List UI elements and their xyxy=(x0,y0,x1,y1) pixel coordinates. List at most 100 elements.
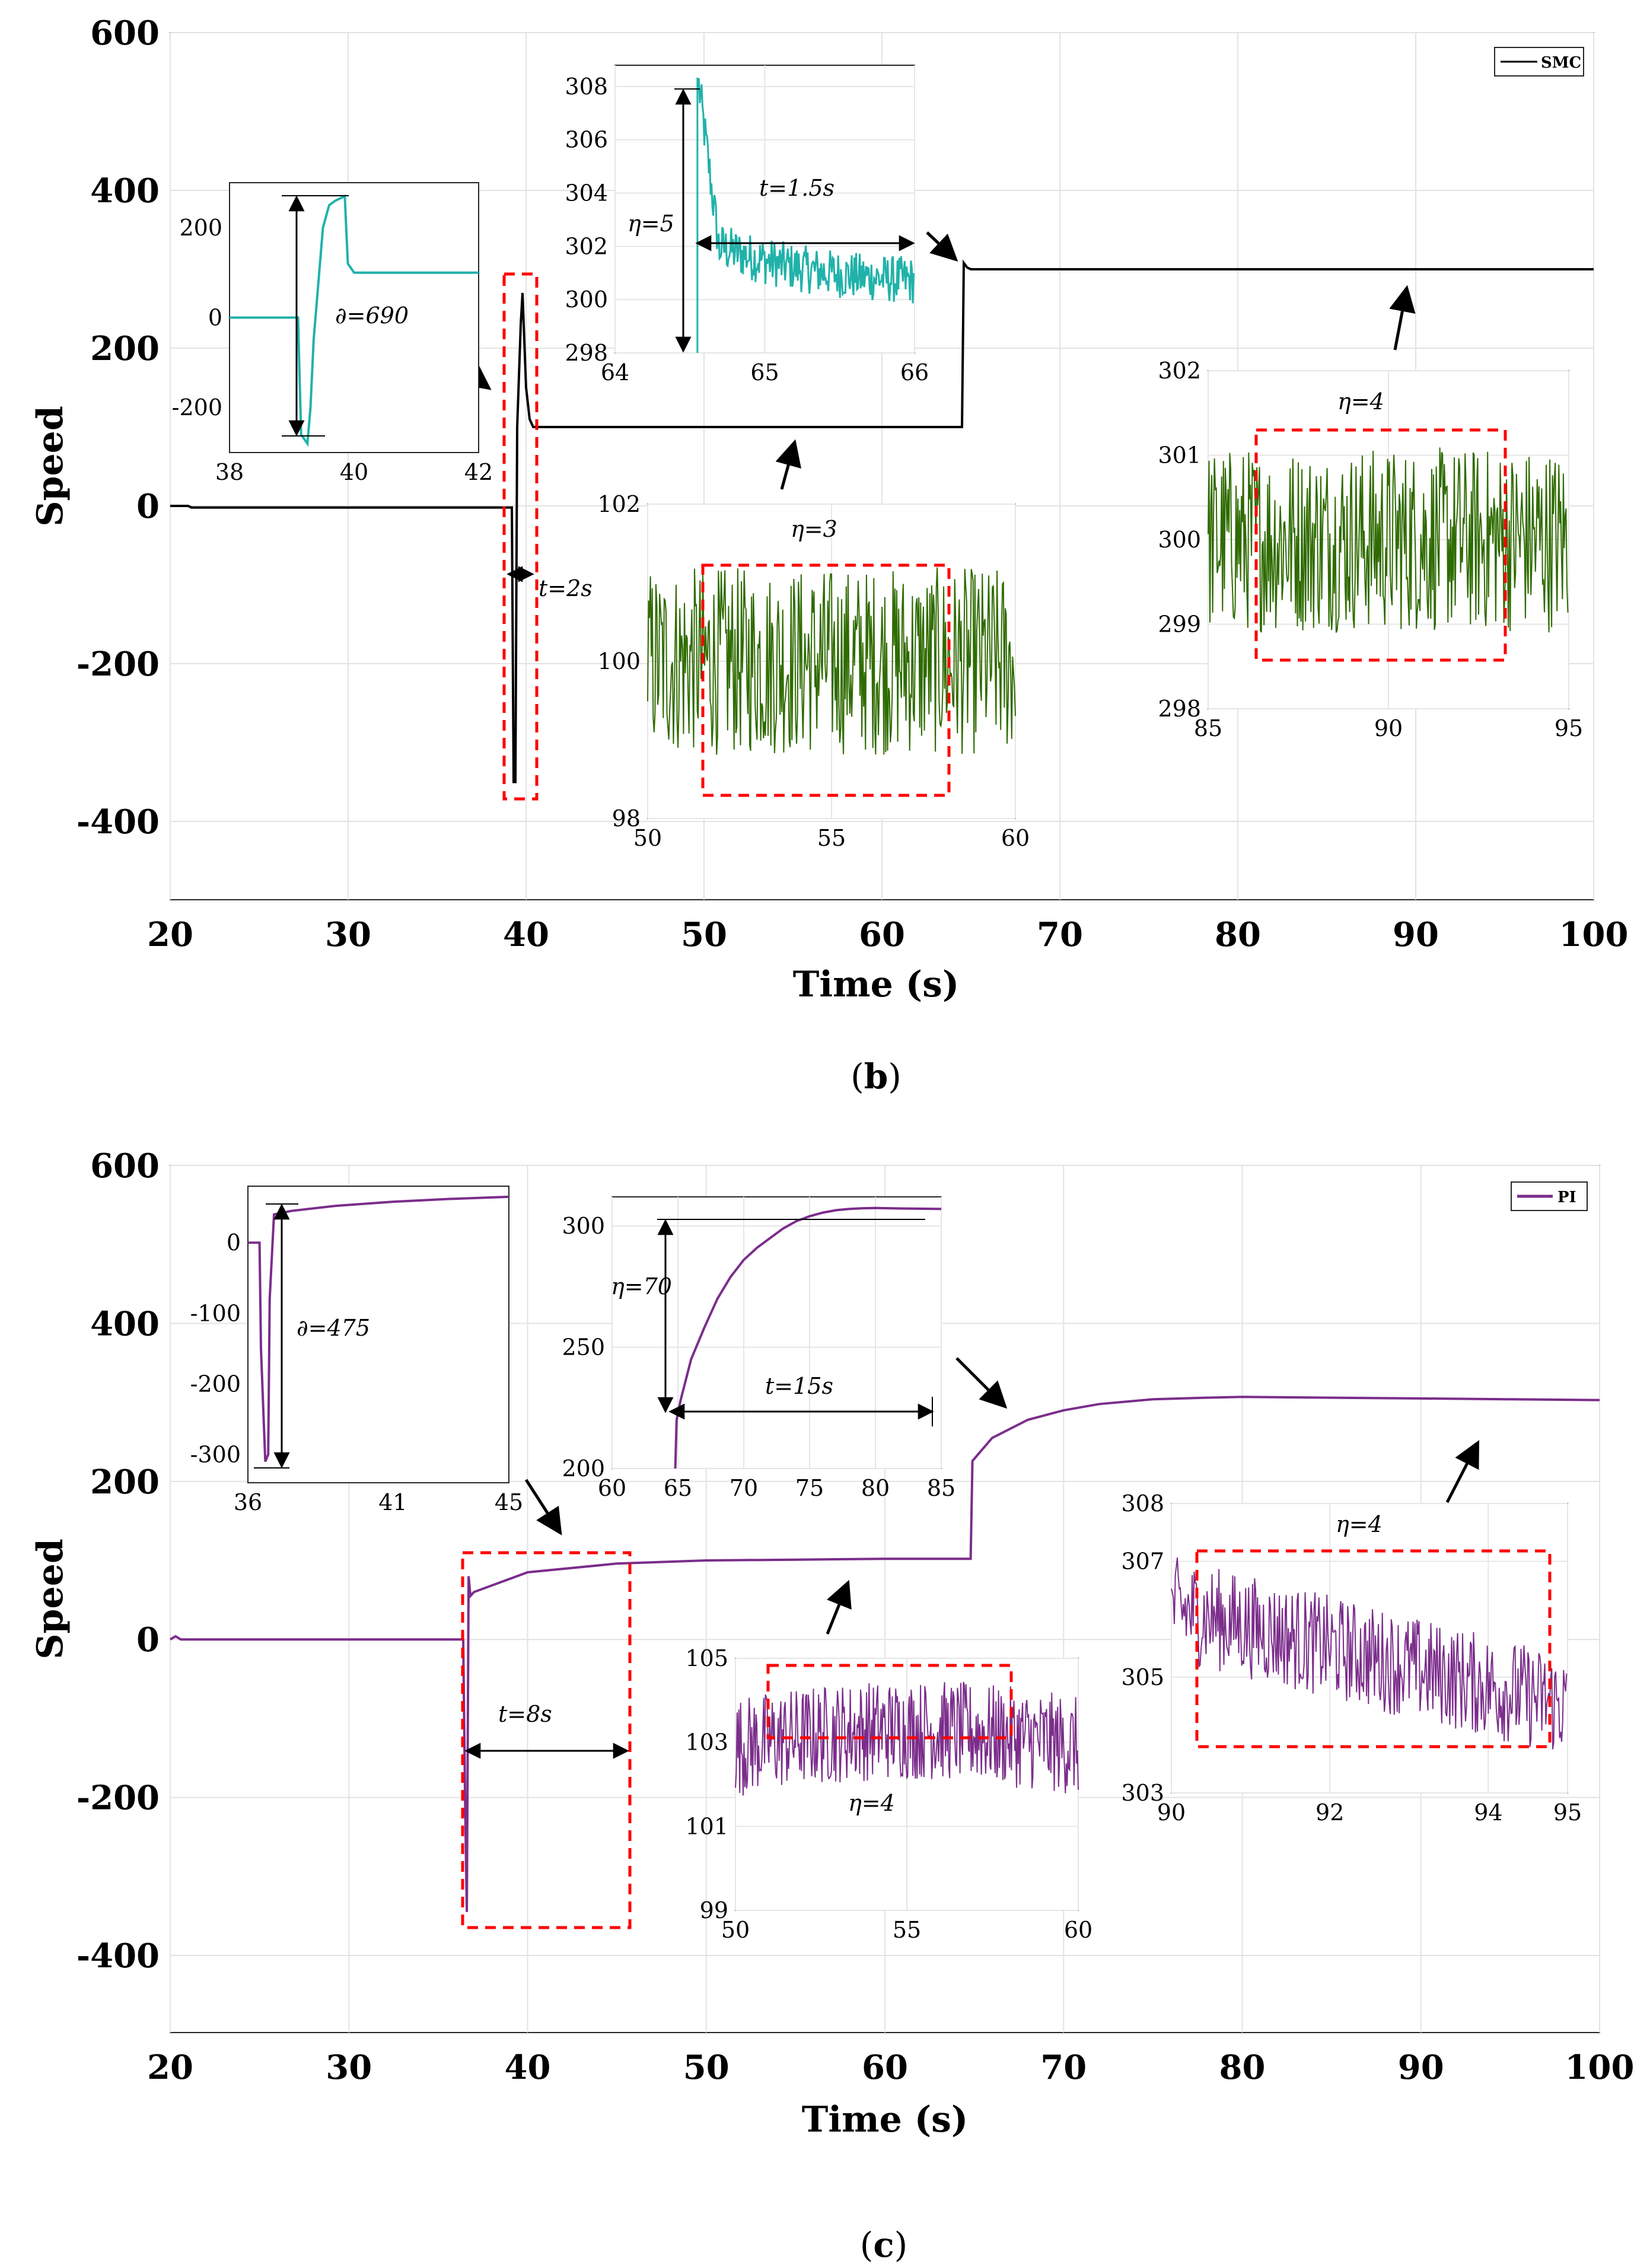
panel-c-x-tick-label: 20 xyxy=(147,2048,193,2087)
panel-b-x-axis-label: Time (s) xyxy=(793,964,960,1005)
panel-c-pi-series-line xyxy=(169,1396,1600,1912)
panel-b-x-tick-label: 80 xyxy=(1215,915,1261,954)
panel-c-x-tick-label: 90 xyxy=(1398,2048,1444,2087)
panel-c-y-axis-label: Speed xyxy=(30,1538,71,1659)
c-in4-x-tick-label: 90 xyxy=(1157,1799,1186,1826)
c-in2-x-tick-label: 70 xyxy=(730,1475,758,1501)
panel-c-inset-startup-frame xyxy=(247,1186,509,1483)
panel-c-inset-ripple-300-ticks: 90 92 94 95 303 305 307 308 xyxy=(1121,1490,1582,1826)
b-in3-y-tick-label: 98 xyxy=(612,805,641,832)
panel-c-inset-step-ticks: 60 65 70 75 80 85 200 250 300 xyxy=(562,1213,955,1501)
b-in2-y-tick-label: 304 xyxy=(565,180,608,206)
b-in2-y-tick-label: 306 xyxy=(565,127,608,153)
panel-c-inset-step: 60 65 70 75 80 85 200 250 300 η=70 t=15s xyxy=(562,1196,955,1501)
panel-b-inset-ripple-300-grid xyxy=(1208,370,1569,709)
panel-c-startup-highlight-box xyxy=(461,1551,632,1929)
panel-c-x-axis-label: Time (s) xyxy=(802,2099,969,2140)
b-in4-y-tick-label: 302 xyxy=(1158,358,1201,384)
c-in1-x-tick-label: 45 xyxy=(495,1489,523,1515)
panel-c-legend-label: PI xyxy=(1557,1189,1576,1206)
panel-c-inset-ripple-100-annotation: η=4 xyxy=(848,1790,895,1816)
b-in4-y-tick-label: 299 xyxy=(1158,611,1201,638)
b-in4-x-tick-label: 90 xyxy=(1374,715,1403,741)
b-in3-x-tick-label: 60 xyxy=(1001,825,1030,851)
panel-b-x-tick-label: 30 xyxy=(325,915,371,954)
panel-b-inset-ripple-300-annotation: η=4 xyxy=(1337,388,1384,415)
panel-b-inset-ripple-300-highlight-box xyxy=(1254,428,1507,662)
panel-c-x-tick-label: 60 xyxy=(862,2048,908,2087)
panel-b-inset-startup: 38 40 42 200 0 -200 ∂=690 xyxy=(172,182,493,485)
panel-c-inset-ripple-300-highlight-box xyxy=(1195,1549,1552,1748)
b-in3-x-tick-label: 50 xyxy=(633,825,662,851)
c-in2-y-tick-label: 200 xyxy=(562,1455,605,1482)
panel-c-inset-step-time-annotation: t=15s xyxy=(765,1373,833,1399)
panel-c-inset-ripple-300-grid xyxy=(1171,1503,1568,1794)
panel-b-y-axis-label: Speed xyxy=(30,406,71,527)
c-in3-y-tick-label: 103 xyxy=(685,1729,728,1756)
b-in2-y-tick-label: 300 xyxy=(565,286,608,313)
panel-c-inset-ripple-100-ticks: 50 55 60 99 101 103 105 xyxy=(685,1645,1092,1943)
c-in2-x-tick-label: 75 xyxy=(795,1475,824,1501)
panel-b-y-tick-label: 400 xyxy=(90,171,160,211)
panel-b-inset-step-time-annotation: t=1.5s xyxy=(759,175,834,201)
panel-b-legend: SMC xyxy=(1494,47,1584,77)
panel-b-x-tick-label: 90 xyxy=(1393,915,1439,954)
c-in4-x-tick-label: 95 xyxy=(1553,1799,1582,1826)
panel-c-inset-ripple-100: 50 55 60 99 101 103 105 η=4 xyxy=(685,1645,1092,1943)
c-in1-x-tick-label: 41 xyxy=(378,1489,407,1515)
c-in4-y-tick-label: 308 xyxy=(1121,1490,1164,1517)
b-in1-x-tick-label: 42 xyxy=(464,459,493,485)
panel-c-inset-ripple-100-highlight-box xyxy=(766,1664,1013,1740)
panel-b-inset-step-eta-annotation: η=5 xyxy=(627,211,674,237)
c-in3-x-tick-label: 55 xyxy=(893,1917,921,1943)
panel-b-y-tick-label: -400 xyxy=(77,802,160,842)
panel-b-inset-ripple-300: 85 90 95 298 299 300 301 302 η=4 xyxy=(1158,358,1583,741)
c-in4-x-tick-label: 92 xyxy=(1315,1799,1344,1826)
panel-c-inset-startup-line xyxy=(248,1195,509,1463)
panel-b-y-ticks: -400 -200 0 200 400 600 xyxy=(77,14,160,842)
panel-b-startup-highlight-box xyxy=(502,272,539,801)
panel-b-inset-startup-annotation: ∂=690 xyxy=(335,302,409,329)
b-in2-x-tick-label: 66 xyxy=(900,359,929,386)
panel-b-x-tick-label: 60 xyxy=(859,915,905,954)
b-in2-y-tick-label: 308 xyxy=(565,74,608,100)
panel-c-inset-ripple-300-annotation: η=4 xyxy=(1336,1511,1383,1537)
c-in2-y-tick-label: 250 xyxy=(562,1334,605,1361)
panel-c-inset-ripple-300: 90 92 94 95 303 305 307 308 η=4 xyxy=(1121,1490,1582,1826)
panel-c-inset-startup-ticks: 36 41 45 0 -100 -200 -300 xyxy=(190,1229,524,1515)
panel-c-callout-arrow-4 xyxy=(1445,1439,1480,1503)
panel-b-inset-ripple-100-annotation: η=3 xyxy=(791,516,837,542)
panel-c-inset-step-eta-annotation: η=70 xyxy=(611,1273,672,1299)
panel-b-inset-startup-line xyxy=(230,194,479,447)
c-in1-x-tick-label: 36 xyxy=(234,1489,262,1515)
panel-c-inset-startup-annotation: ∂=475 xyxy=(297,1315,370,1341)
panel-b-x-tick-label: 20 xyxy=(147,915,193,954)
panel-b-smc-series-line xyxy=(170,259,1594,783)
panel-b-inset-ripple-100-ticks: 50 55 60 98 100 102 xyxy=(597,491,1030,851)
panel-c-x-tick-label: 50 xyxy=(683,2048,730,2087)
panel-c-y-tick-label: 400 xyxy=(90,1304,160,1343)
b-in3-y-tick-label: 102 xyxy=(597,491,641,517)
c-in4-y-tick-label: 303 xyxy=(1121,1780,1164,1806)
panel-b-inset-startup-ticks: 38 40 42 200 0 -200 xyxy=(172,215,493,485)
panel-c-legend: PI xyxy=(1511,1181,1588,1211)
panel-b-y-tick-label: 200 xyxy=(90,329,160,368)
panel-b-x-ticks: 20 30 40 50 60 70 80 90 100 xyxy=(147,915,1628,954)
c-in3-y-tick-label: 101 xyxy=(685,1813,728,1839)
c-in1-y-tick-label: 0 xyxy=(227,1229,241,1256)
panel-b-caption: (b) xyxy=(851,1056,902,1097)
c-in3-y-tick-label: 105 xyxy=(685,1645,728,1671)
b-in1-y-tick-label: 0 xyxy=(208,305,222,331)
c-in3-x-tick-label: 50 xyxy=(721,1917,750,1943)
b-in4-x-tick-label: 95 xyxy=(1555,715,1583,741)
b-in2-y-tick-label: 298 xyxy=(565,340,608,366)
panel-c-inset-ripple-100-line xyxy=(735,1681,1079,1796)
panel-b-callout-arrow-4 xyxy=(1389,285,1416,351)
panel-b-inset-step-ticks: 64 65 66 298 300 302 304 306 308 xyxy=(565,74,929,386)
b-in4-y-tick-label: 301 xyxy=(1158,442,1201,469)
panel-c-x-tick-label: 30 xyxy=(326,2048,372,2087)
panel-c-inset-ripple-300-line xyxy=(1171,1557,1568,1750)
b-in3-x-tick-label: 55 xyxy=(817,825,846,851)
c-in4-x-tick-label: 94 xyxy=(1474,1799,1502,1826)
